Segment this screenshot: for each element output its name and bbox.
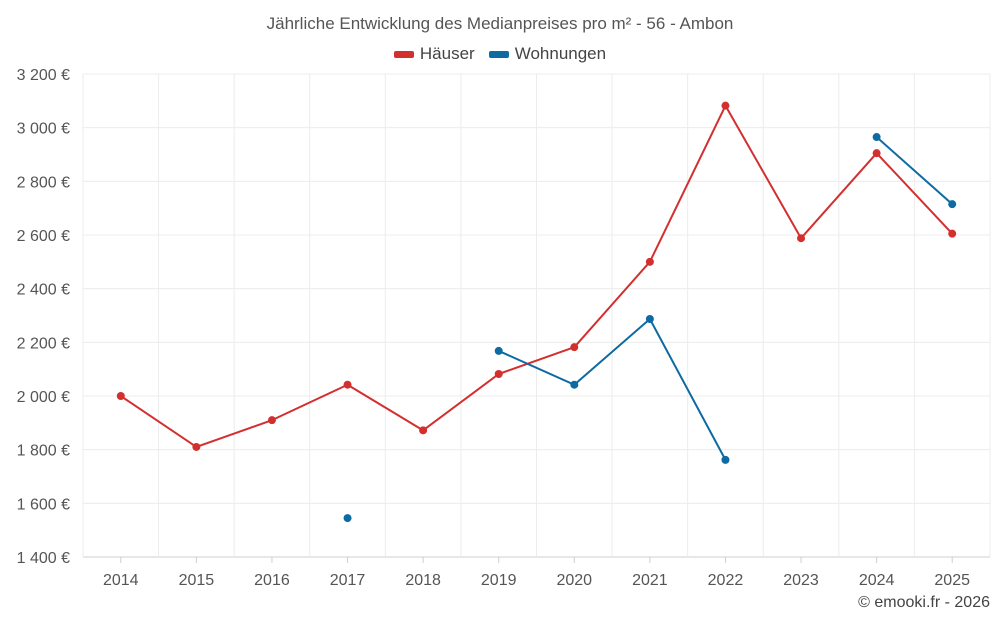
y-tick-label: 3 000 € [17,121,70,138]
x-tick-label: 2024 [859,572,895,589]
data-point-wohnungen [721,455,730,464]
data-point-haeuser [116,392,125,400]
x-tick-label: 2022 [708,572,744,589]
y-tick-label: 2 200 € [17,335,70,352]
data-point-haeuser [948,229,957,238]
data-point-haeuser [267,416,276,425]
legend-label-haeuser: Häuser [419,44,475,63]
chart-title: Jährliche Entwicklung des Medianpreises … [266,14,734,33]
data-point-wohnungen [343,514,352,523]
series-line-wohnungen [498,317,727,461]
credit-text: © emooki.fr - 2026 [858,594,990,611]
legend-swatch-haeuser [393,50,414,58]
y-tick-label: 1 600 € [17,496,70,513]
data-point-wohnungen [494,346,503,355]
y-tick-label: 1 400 € [17,550,70,567]
x-tick-label: 2019 [481,572,517,589]
data-point-haeuser [419,426,428,435]
y-tick-label: 2 800 € [17,174,70,191]
y-tick-label: 2 000 € [17,389,70,406]
data-point-wohnungen [570,380,579,389]
data-point-haeuser [797,234,806,243]
data-point-haeuser [645,257,654,266]
data-point-wohnungen [872,133,881,142]
series-line-haeuser [120,104,953,448]
data-point-haeuser [570,343,579,352]
data-point-haeuser [343,380,352,389]
data-point-haeuser [872,149,881,158]
x-tick-label: 2023 [783,572,819,589]
y-tick-label: 2 600 € [17,228,70,245]
legend: Häuser Wohnungen [0,44,1000,64]
legend-label-wohnungen: Wohnungen [514,44,607,63]
data-point-haeuser [494,369,503,378]
legend-item-wohnungen[interactable]: Wohnungen [488,44,607,64]
data-point-haeuser [721,101,730,110]
legend-swatch-wohnungen [488,50,509,58]
data-point-wohnungen [948,200,957,209]
data-point-haeuser [192,442,201,451]
series-line-wohnungen [875,136,953,205]
y-tick-label: 2 400 € [17,282,70,299]
legend-item-haeuser[interactable]: Häuser [393,44,475,64]
x-tick-label: 2020 [556,572,592,589]
x-tick-label: 2017 [330,572,366,589]
x-tick-label: 2016 [254,572,290,589]
y-tick-label: 1 800 € [17,443,70,460]
x-tick-label: 2025 [934,572,970,589]
x-tick-label: 2015 [179,572,215,589]
data-point-wohnungen [645,314,654,323]
y-tick-label: 3 200 € [17,67,70,84]
x-tick-label: 2018 [405,572,441,589]
x-tick-label: 2014 [103,572,139,589]
x-tick-label: 2021 [632,572,668,589]
